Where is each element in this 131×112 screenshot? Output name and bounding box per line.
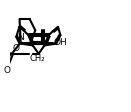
- Text: O: O: [13, 44, 20, 53]
- Text: CH₂: CH₂: [29, 54, 45, 63]
- Text: N: N: [17, 33, 24, 42]
- Text: OH: OH: [54, 38, 67, 47]
- Text: O: O: [4, 66, 11, 75]
